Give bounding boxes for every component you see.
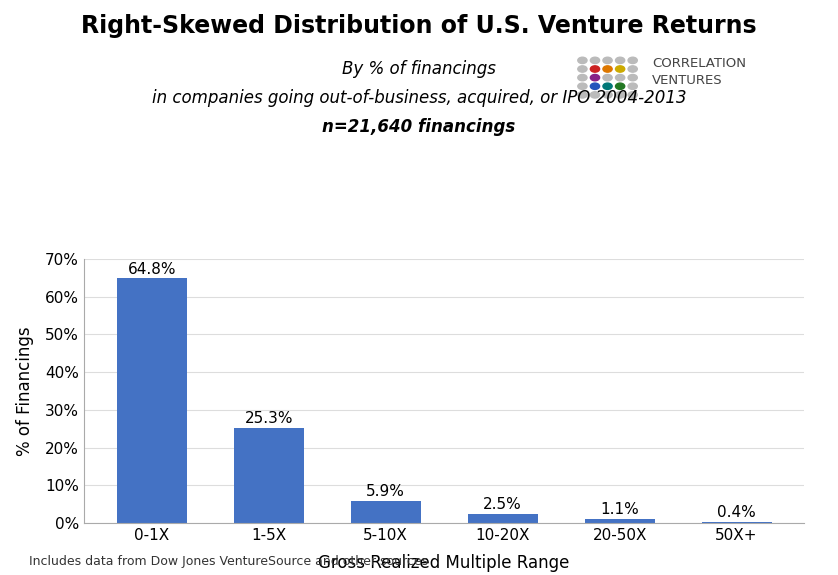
Bar <box>350 501 421 523</box>
Text: Right-Skewed Distribution of U.S. Venture Returns: Right-Skewed Distribution of U.S. Ventur… <box>81 14 757 39</box>
Text: 64.8%: 64.8% <box>127 262 176 277</box>
Text: CORRELATION
VENTURES: CORRELATION VENTURES <box>652 57 746 87</box>
Bar <box>116 278 187 523</box>
Bar <box>701 522 772 523</box>
Bar <box>234 428 303 523</box>
Text: n=21,640 financings: n=21,640 financings <box>323 118 515 136</box>
Y-axis label: % of Financings: % of Financings <box>16 326 34 456</box>
Text: in companies going out-of-business, acquired, or IPO 2004-2013: in companies going out-of-business, acqu… <box>152 89 686 107</box>
Bar <box>585 519 654 523</box>
Text: 1.1%: 1.1% <box>600 502 639 517</box>
Text: 25.3%: 25.3% <box>245 411 293 425</box>
Text: 2.5%: 2.5% <box>484 497 522 512</box>
X-axis label: Gross Realized Multiple Range: Gross Realized Multiple Range <box>318 554 570 572</box>
Bar <box>468 514 538 523</box>
Text: Includes data from Dow Jones VentureSource and other sources: Includes data from Dow Jones VentureSour… <box>29 555 428 568</box>
Text: 5.9%: 5.9% <box>366 484 405 499</box>
Text: 0.4%: 0.4% <box>717 505 756 520</box>
Text: By % of financings: By % of financings <box>342 60 496 78</box>
